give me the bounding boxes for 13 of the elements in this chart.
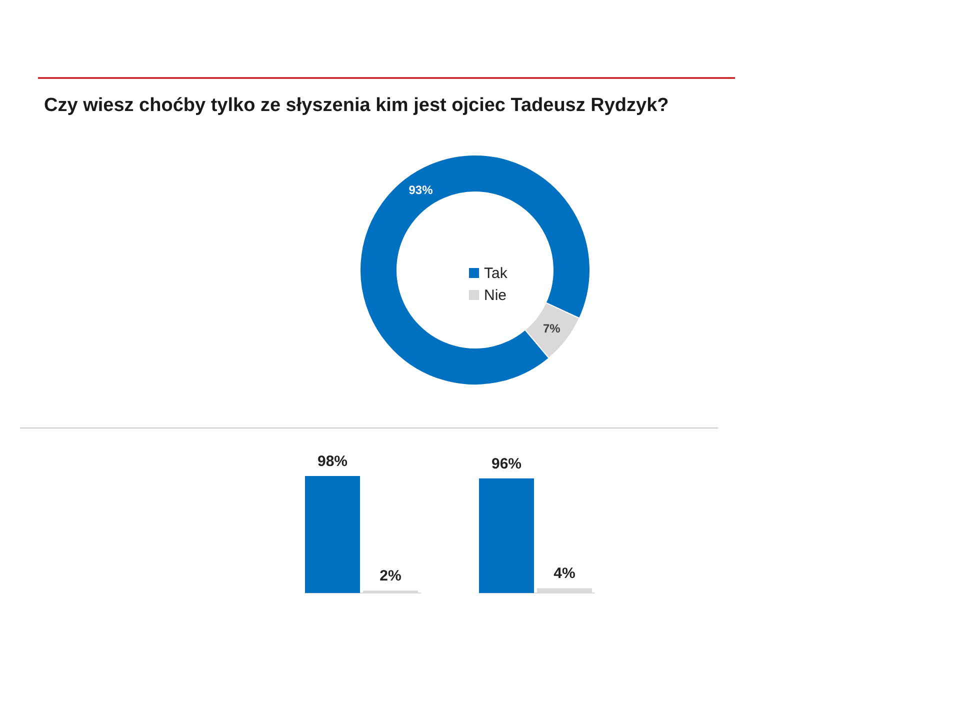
data-label: 2% <box>380 568 402 585</box>
data-label: 4% <box>554 565 576 582</box>
bar <box>305 476 360 593</box>
bar <box>479 478 534 593</box>
legend-label: Tak <box>484 265 508 282</box>
data-label: 93% <box>408 183 434 198</box>
donut-slice <box>524 302 580 359</box>
chart-title: Czy wiesz choćby tylko ze słyszenia kim jest ojciec Tadeusz Rydzyk? <box>44 95 669 116</box>
data-label: 98% <box>317 453 348 470</box>
data-label: 7% <box>542 322 561 336</box>
donut-slice <box>360 154 590 386</box>
data-label: 96% <box>491 455 522 472</box>
legend-label: Nie <box>484 287 507 304</box>
